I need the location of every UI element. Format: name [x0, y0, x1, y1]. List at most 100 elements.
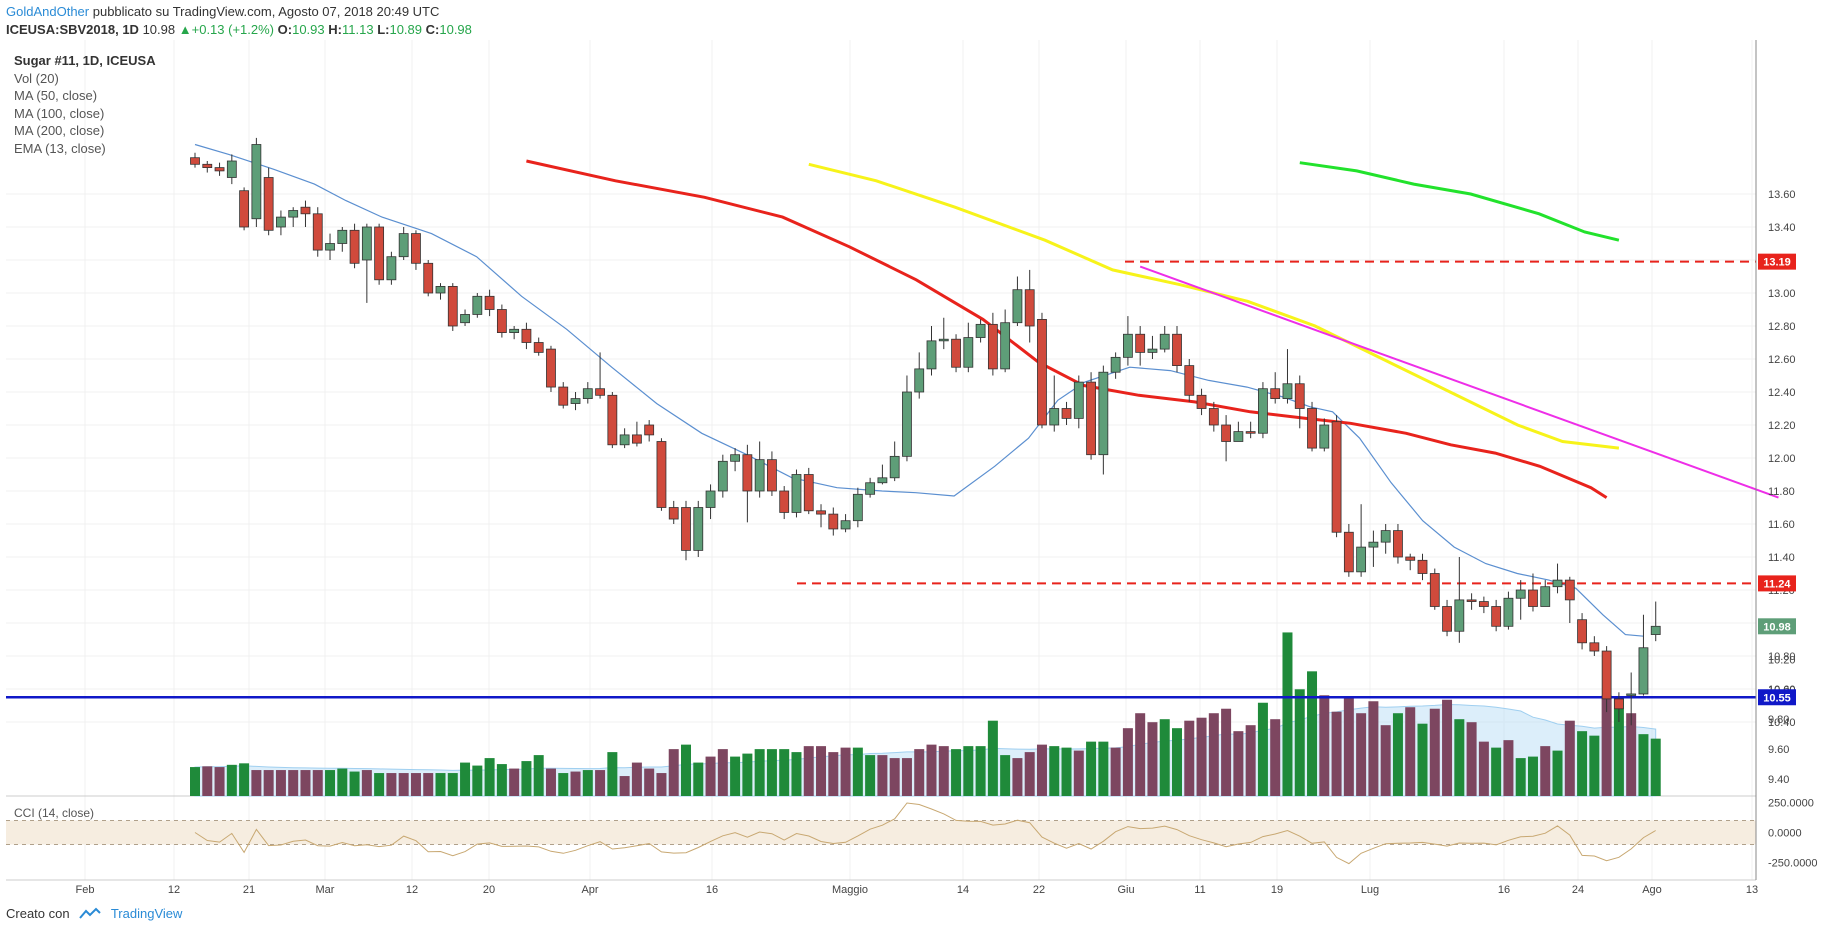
created-with-text: Creato con — [6, 906, 70, 921]
volume-bar — [1552, 750, 1563, 796]
cci-line — [194, 802, 1656, 865]
volume-bar — [1147, 722, 1158, 796]
candle-body — [840, 520, 851, 530]
volume-bar — [1503, 740, 1514, 796]
volume-bar — [239, 763, 250, 796]
volume-bar — [1073, 750, 1084, 796]
candle-body — [570, 398, 581, 404]
candle-body — [411, 233, 421, 264]
volume-bar — [668, 749, 679, 796]
date-tick-label: 19 — [1271, 884, 1283, 896]
price-tick-label: 12.60 — [1768, 354, 1796, 366]
cci-tick-label: 250.0000 — [1768, 798, 1814, 810]
candle-body — [975, 323, 986, 338]
legend-title: Sugar #11, 1D, ICEUSA — [14, 53, 156, 68]
legend-item-ma50[interactable]: MA (50, close) — [14, 88, 98, 103]
volume-bar — [816, 746, 827, 796]
close-value: 10.98 — [439, 22, 472, 37]
candle-body — [496, 309, 507, 334]
candle-body — [1135, 333, 1146, 353]
volume-bar — [951, 749, 962, 796]
volume-bar — [349, 771, 360, 796]
date-tick-label: 21 — [243, 884, 255, 896]
candle-body — [1184, 365, 1195, 396]
candle-body — [656, 441, 667, 508]
candle-body — [460, 314, 470, 324]
price-tick-label: 10.80 — [1768, 651, 1796, 663]
price-tick-label: 13.00 — [1768, 288, 1796, 300]
volume-bar — [545, 768, 556, 796]
volume-bar — [595, 770, 606, 796]
volume-bar — [631, 762, 642, 796]
candle-body — [1540, 586, 1551, 607]
ma100-line — [808, 162, 1620, 450]
volume-bar — [656, 773, 667, 796]
volume-bar — [337, 768, 348, 796]
volume-bar — [275, 770, 286, 796]
volume-bar — [1343, 698, 1354, 796]
date-tick-label: Feb — [76, 884, 95, 896]
candle-body — [767, 459, 777, 492]
volume-bar — [766, 749, 777, 796]
candle-body — [717, 460, 728, 492]
volume-bar — [901, 758, 912, 796]
candle-body — [693, 507, 704, 551]
volume-bar — [398, 773, 409, 796]
candle-body — [1454, 599, 1465, 632]
date-tick-label: 14 — [957, 884, 969, 896]
volume-bar — [1613, 698, 1624, 796]
legend-item-ma200[interactable]: MA (200, close) — [14, 123, 105, 138]
candle-body — [337, 229, 348, 244]
legend-item-ema13[interactable]: EMA (13, close) — [14, 140, 106, 156]
volume-bar — [1294, 689, 1305, 796]
price-tick-label: 11.60 — [1768, 519, 1795, 531]
volume-bar — [865, 755, 876, 796]
price-tick-label: 13.40 — [1768, 222, 1796, 234]
candle-body — [1294, 383, 1305, 409]
date-tick-label: 16 — [706, 884, 718, 896]
candle-body — [816, 510, 826, 515]
volume-bar — [558, 773, 569, 796]
candle-body — [1638, 647, 1649, 695]
volume-bar — [325, 770, 336, 796]
volume-bar — [1122, 728, 1133, 796]
price-chart[interactable]: 10.4010.6010.8011.0011.2011.4011.6011.80… — [0, 0, 1828, 900]
volume-bar — [681, 744, 691, 796]
candle-body — [803, 474, 814, 512]
candle-body — [1515, 589, 1526, 599]
open-value: 10.93 — [292, 22, 325, 37]
candle-body — [1626, 693, 1637, 696]
volume-bar — [1515, 758, 1526, 796]
candle-body — [1577, 619, 1587, 644]
price-badge-label: 10.98 — [1763, 621, 1791, 633]
close-label: C: — [425, 22, 440, 37]
volume-bar — [202, 766, 213, 796]
volume-bar — [1196, 717, 1207, 796]
volume-tick-label: 9.60 — [1768, 744, 1789, 756]
volume-bar — [423, 773, 434, 796]
candle-body — [1147, 348, 1158, 353]
volume-bar — [386, 773, 397, 796]
author-link[interactable]: GoldAndOther — [6, 4, 90, 19]
price-tick-label: 12.40 — [1768, 387, 1796, 399]
volume-bar — [1626, 713, 1637, 796]
price-badge-label: 13.19 — [1763, 257, 1791, 269]
date-tick-label: Lug — [1361, 884, 1379, 896]
volume-bar — [1061, 747, 1072, 796]
candle-body — [558, 386, 569, 406]
trend-line — [1139, 265, 1779, 499]
candle-body — [300, 206, 311, 215]
cci-label[interactable]: CCI (14, close) — [14, 806, 95, 820]
volume-bar — [1245, 725, 1256, 796]
volume-bar — [754, 749, 765, 796]
legend-item-ma100[interactable]: MA (100, close) — [14, 105, 105, 121]
volume-bar — [852, 747, 863, 796]
volume-bar — [1638, 734, 1649, 796]
volume-bar — [938, 746, 949, 796]
volume-bar — [926, 744, 937, 796]
candle-body — [202, 163, 213, 169]
candle-body — [1405, 556, 1416, 561]
price-badge — [1758, 689, 1796, 706]
legend-item-vol[interactable]: Vol (20) — [14, 70, 59, 86]
tradingview-link[interactable]: TradingView — [110, 906, 183, 921]
